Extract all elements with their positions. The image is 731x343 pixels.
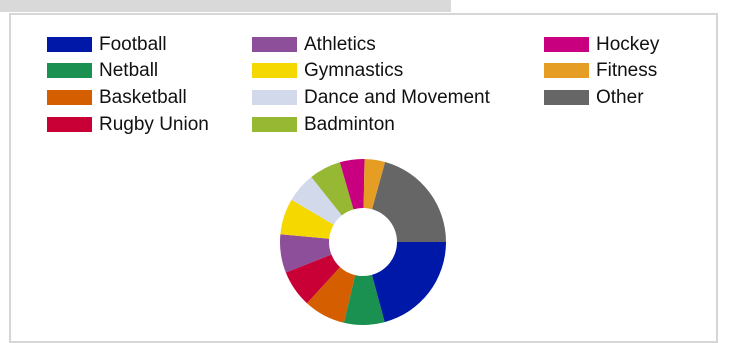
legend-label: Dance and Movement: [304, 86, 490, 108]
legend-item-football: Football: [47, 31, 167, 57]
legend-label: Badminton: [304, 113, 395, 135]
top-scrollbar-strip: [0, 0, 451, 12]
donut-slice-gymnastics: [280, 199, 334, 239]
legend-swatch-netball: [47, 62, 92, 78]
donut-chart: [279, 159, 446, 325]
legend-item-badminton: Badminton: [252, 111, 395, 137]
donut-slice-other: [372, 162, 446, 242]
donut-slice-badminton: [311, 162, 354, 216]
legend-item-other: Other: [544, 84, 644, 110]
legend-item-hockey: Hockey: [544, 31, 659, 57]
donut-slice-dance-and-movement: [291, 177, 342, 225]
legend-item-dance-and-movement: Dance and Movement: [252, 84, 490, 110]
legend-item-basketball: Basketball: [47, 84, 187, 110]
legend-swatch-athletics: [252, 36, 297, 52]
legend-label: Football: [99, 33, 167, 55]
donut-slice-basketball: [306, 267, 356, 323]
legend-label: Athletics: [304, 33, 376, 55]
legend-item-rugby-union: Rugby Union: [47, 111, 209, 137]
legend-label: Basketball: [99, 86, 187, 108]
legend-swatch-basketball: [47, 89, 92, 105]
donut-slice-hockey: [339, 159, 365, 210]
legend-swatch-rugby-union: [47, 116, 92, 132]
legend-item-fitness: Fitness: [544, 57, 657, 83]
legend-label: Fitness: [596, 59, 658, 81]
legend-label: Rugby Union: [99, 113, 209, 135]
legend-item-athletics: Athletics: [252, 31, 376, 57]
donut-slice-football: [371, 242, 446, 323]
donut-slice-rugby-union: [285, 254, 341, 304]
legend-swatch-dance-and-movement: [252, 89, 297, 105]
donut-slice-fitness: [363, 159, 386, 210]
legend-label: Other: [596, 86, 644, 108]
legend-swatch-badminton: [252, 116, 297, 132]
legend-item-gymnastics: Gymnastics: [252, 57, 403, 83]
donut-slice-netball: [343, 274, 385, 325]
donut-slice-athletics: [279, 234, 332, 273]
legend-label: Gymnastics: [304, 59, 404, 81]
legend-item-netball: Netball: [47, 57, 158, 83]
legend-swatch-other: [544, 89, 589, 105]
legend-label: Hockey: [596, 33, 660, 55]
legend-swatch-fitness: [544, 62, 589, 78]
legend-swatch-gymnastics: [252, 62, 297, 78]
legend-swatch-football: [47, 36, 92, 52]
legend-label: Netball: [99, 59, 159, 81]
legend-swatch-hockey: [544, 36, 589, 52]
